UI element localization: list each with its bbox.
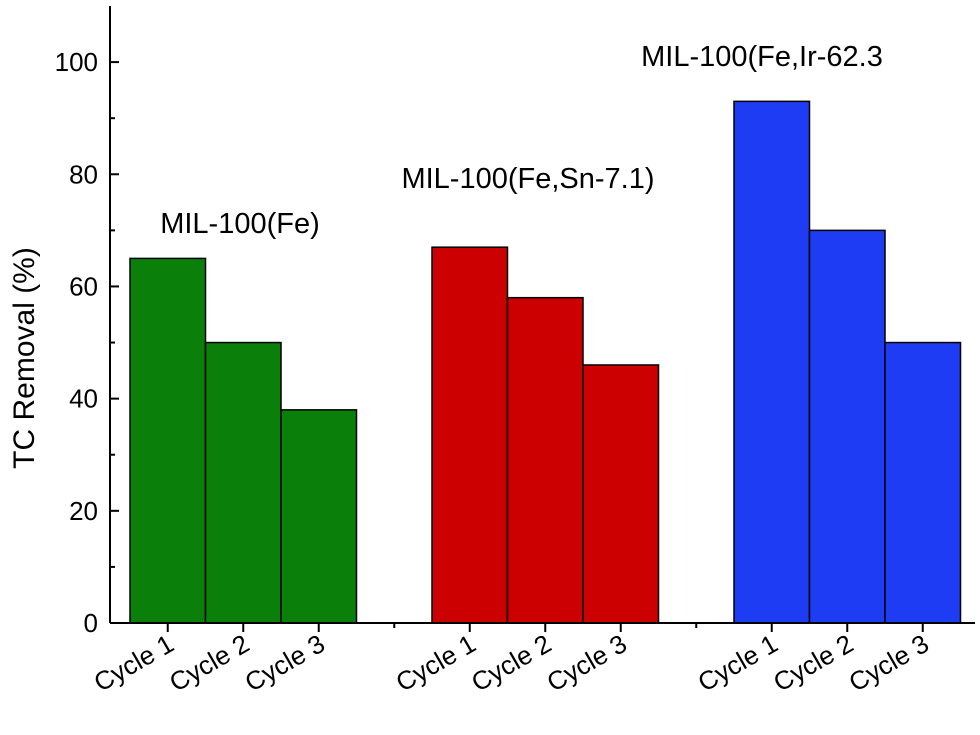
bar-1-3 [280,409,358,624]
bars-layer [129,100,962,624]
x-tick-label: Cycle 2 [466,628,556,697]
x-tick-label: Cycle 2 [164,628,254,697]
group-label-1: MIL-100(Fe) [160,208,320,240]
bar-2-2 [506,296,584,624]
y-tick-label: 40 [69,384,98,414]
y-axis-title: TC Removal (%) [8,247,41,469]
bar-1-2 [204,341,282,624]
bar-3-2 [808,229,886,624]
x-tick-label: Cycle 1 [89,628,179,697]
bar-3-1 [733,100,811,624]
x-tick-label: Cycle 3 [240,628,330,697]
y-tick-label: 100 [55,47,98,77]
bar-2-3 [582,364,660,624]
x-tick-label: Cycle 1 [693,628,783,697]
group-labels: MIL-100(Fe) MIL-100(Fe,Sn-7.1) MIL-100(Fe,… [160,41,883,240]
group-label-2: MIL-100(Fe,Sn-7.1) [401,163,654,195]
axes-layer [109,6,975,624]
bar-1-1 [129,257,207,624]
group-label-3: MIL-100(Fe,Ir-62.3 [641,41,883,73]
y-tick-label: 60 [69,271,98,301]
x-tick-label: Cycle 1 [391,628,481,697]
bar-3-3 [884,341,962,624]
x-tick-label: Cycle 3 [542,628,632,697]
bar-2-1 [431,246,509,624]
y-tick-label: 0 [84,608,98,638]
y-tick-label: 20 [69,496,98,526]
x-tick-label: Cycle 2 [768,628,858,697]
y-ticks: 0 20 40 60 80 100 [55,47,119,638]
x-tick-label: Cycle 3 [844,628,934,697]
y-tick-label: 80 [69,159,98,189]
